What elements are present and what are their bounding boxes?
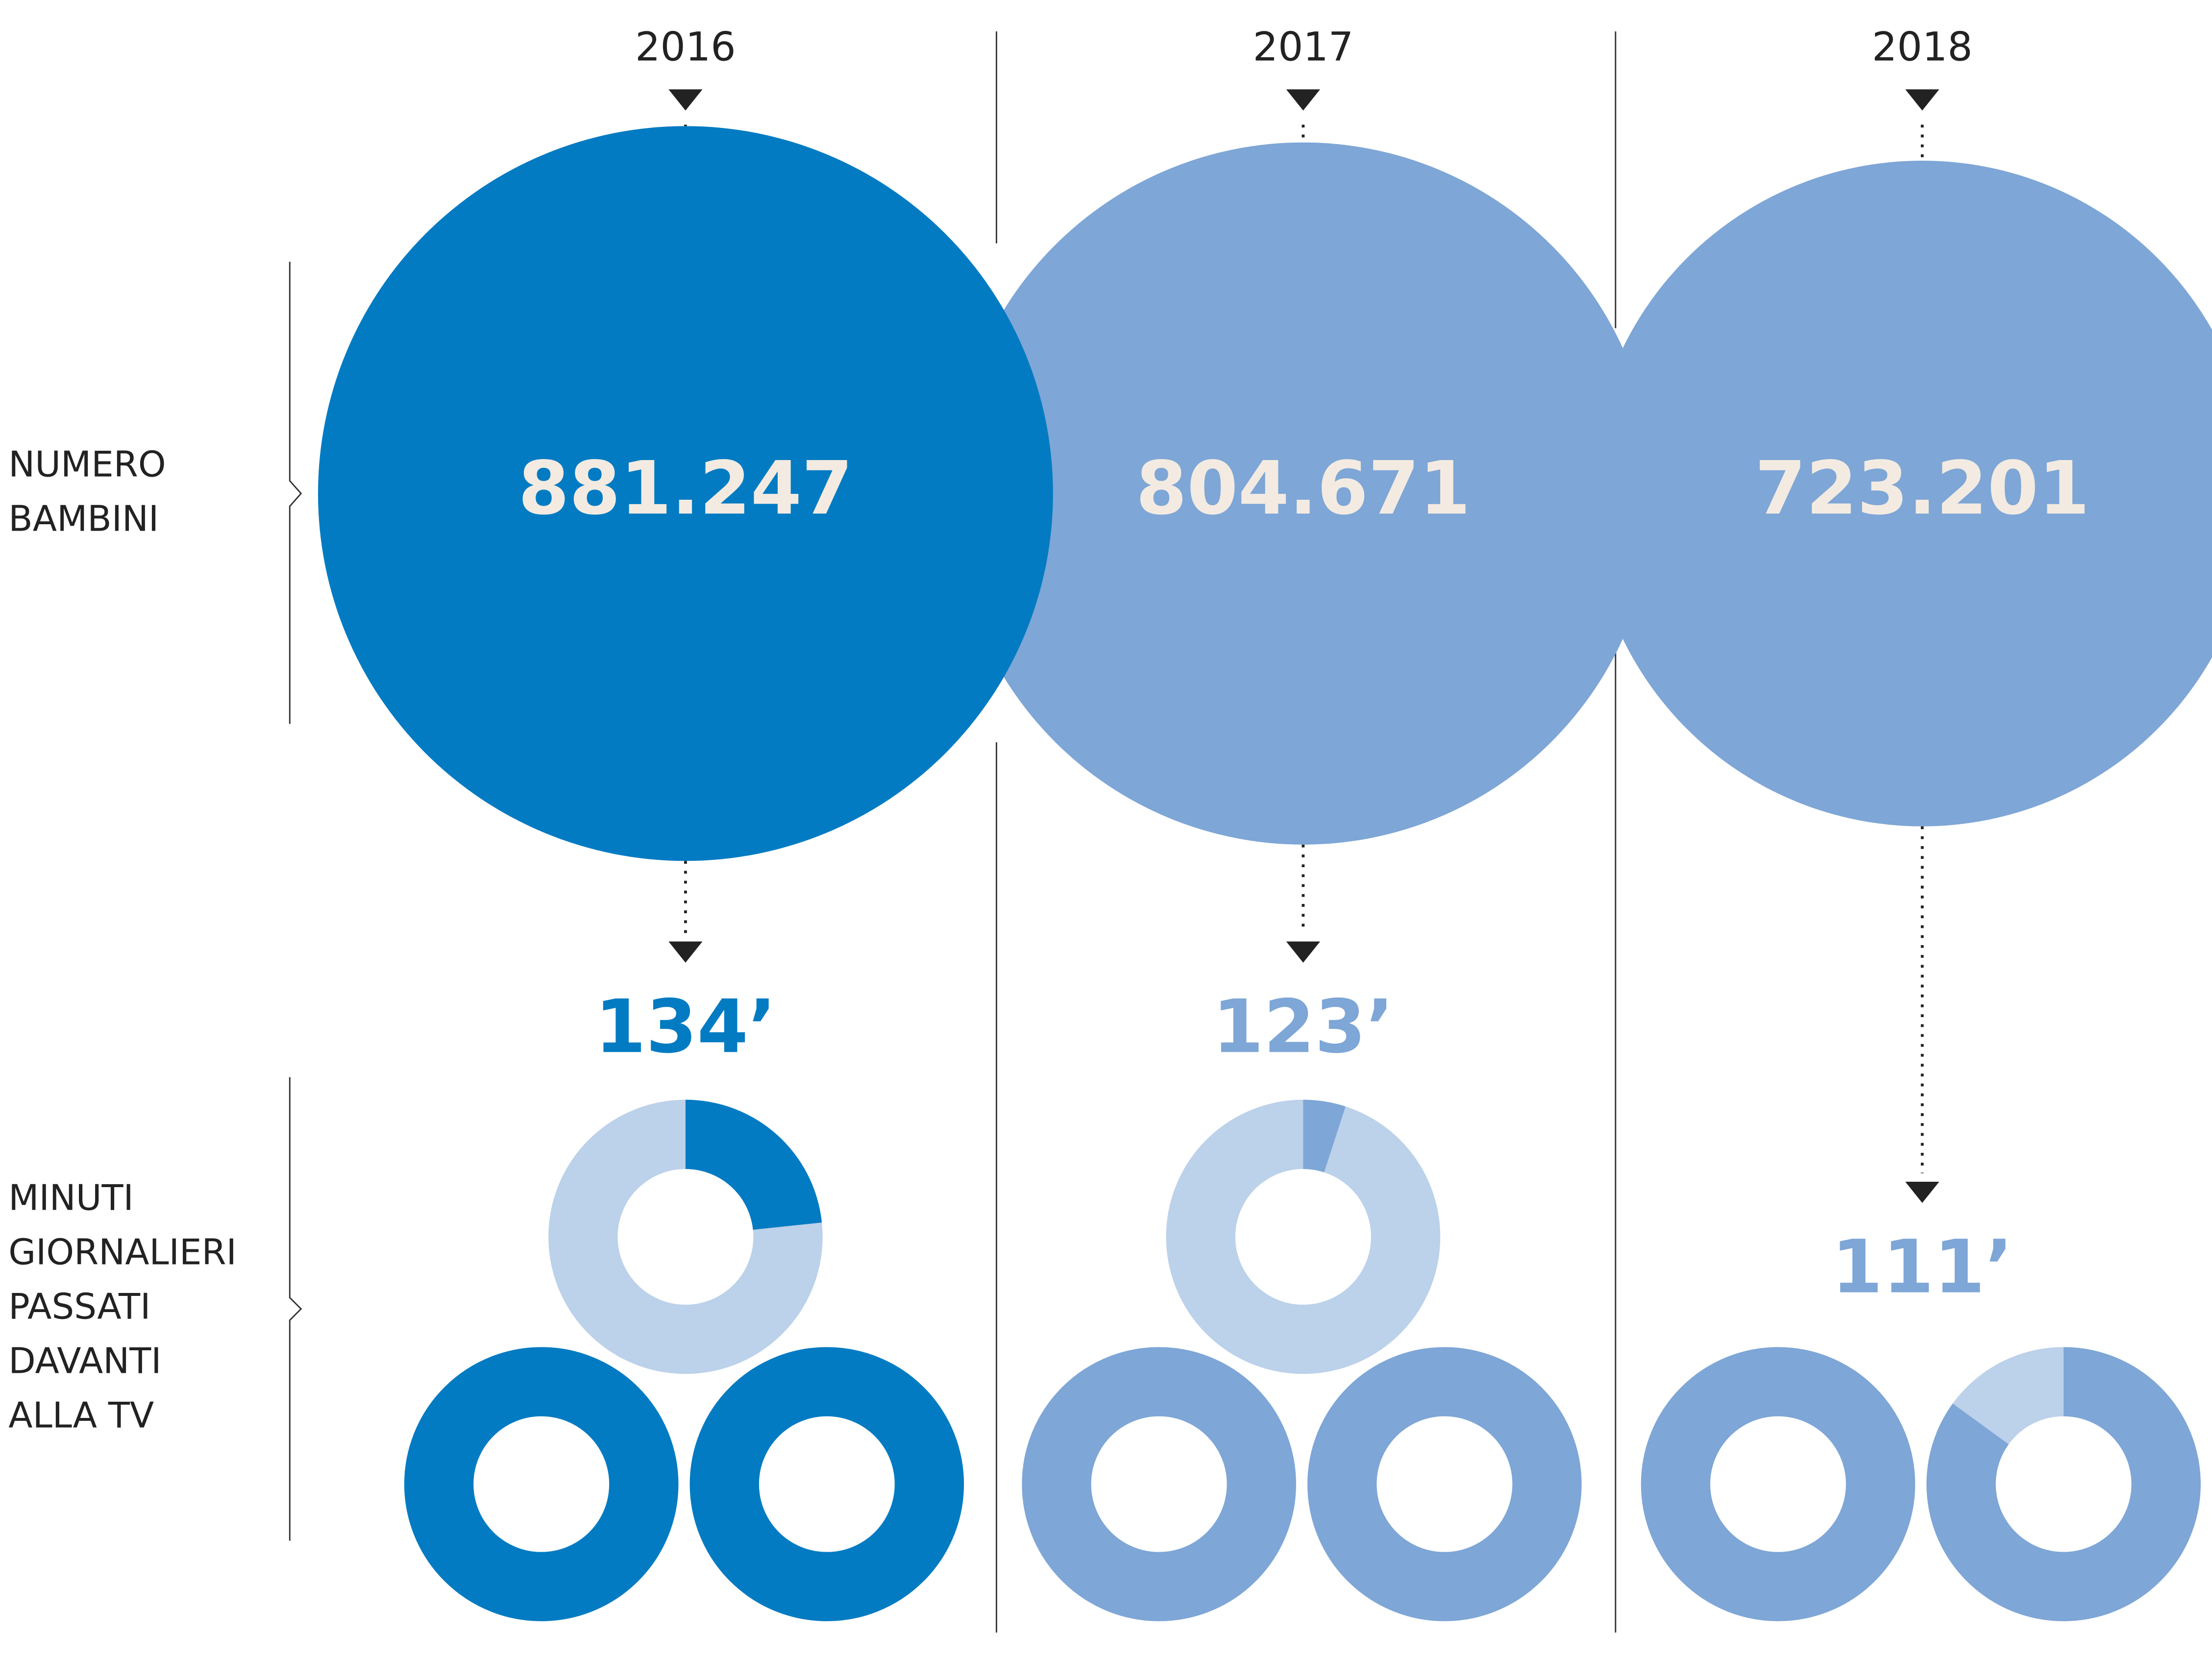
arrow: [1905, 1181, 1940, 1203]
year-label: 2017: [1253, 24, 1354, 71]
donut: [1307, 1347, 1582, 1622]
row-label: GIORNALIERI: [8, 1232, 237, 1273]
minutes-value: 134’: [595, 984, 776, 1070]
bracket: [289, 262, 302, 724]
donut-segment: [685, 1099, 822, 1230]
bubble-value: 881.247: [518, 446, 853, 531]
donut-segment: [1303, 1099, 1346, 1172]
row-label: MINUTI: [8, 1177, 133, 1218]
donut: [1022, 1347, 1296, 1622]
bubble: [318, 126, 1053, 861]
row-label: BAMBINI: [8, 499, 159, 540]
row-label: DAVANTI: [8, 1341, 161, 1382]
bubble-value: 723.201: [1755, 446, 2089, 531]
row-label: NUMERO: [8, 444, 166, 486]
bubble-value: 804.671: [1136, 446, 1471, 531]
donut: [1641, 1347, 1916, 1622]
donut-segment: [1926, 1347, 2201, 1622]
row-label: PASSATI: [8, 1287, 150, 1328]
arrow: [1905, 89, 1940, 111]
donut: [404, 1347, 679, 1622]
bubble: [952, 142, 1654, 845]
arrow: [668, 941, 703, 963]
bubble: [1589, 161, 2212, 827]
dividers: [289, 31, 1617, 1633]
year-label: 2018: [1872, 24, 1973, 71]
bracket: [289, 1077, 302, 1541]
year-label: 2016: [635, 24, 736, 71]
row-label: ALLA TV: [8, 1395, 154, 1437]
arrow: [1286, 89, 1320, 111]
donut: [689, 1347, 964, 1622]
arrow: [1286, 941, 1320, 963]
arrow: [668, 89, 703, 111]
minutes-value: 123’: [1212, 984, 1394, 1070]
minutes-value: 111’: [1832, 1225, 2013, 1310]
